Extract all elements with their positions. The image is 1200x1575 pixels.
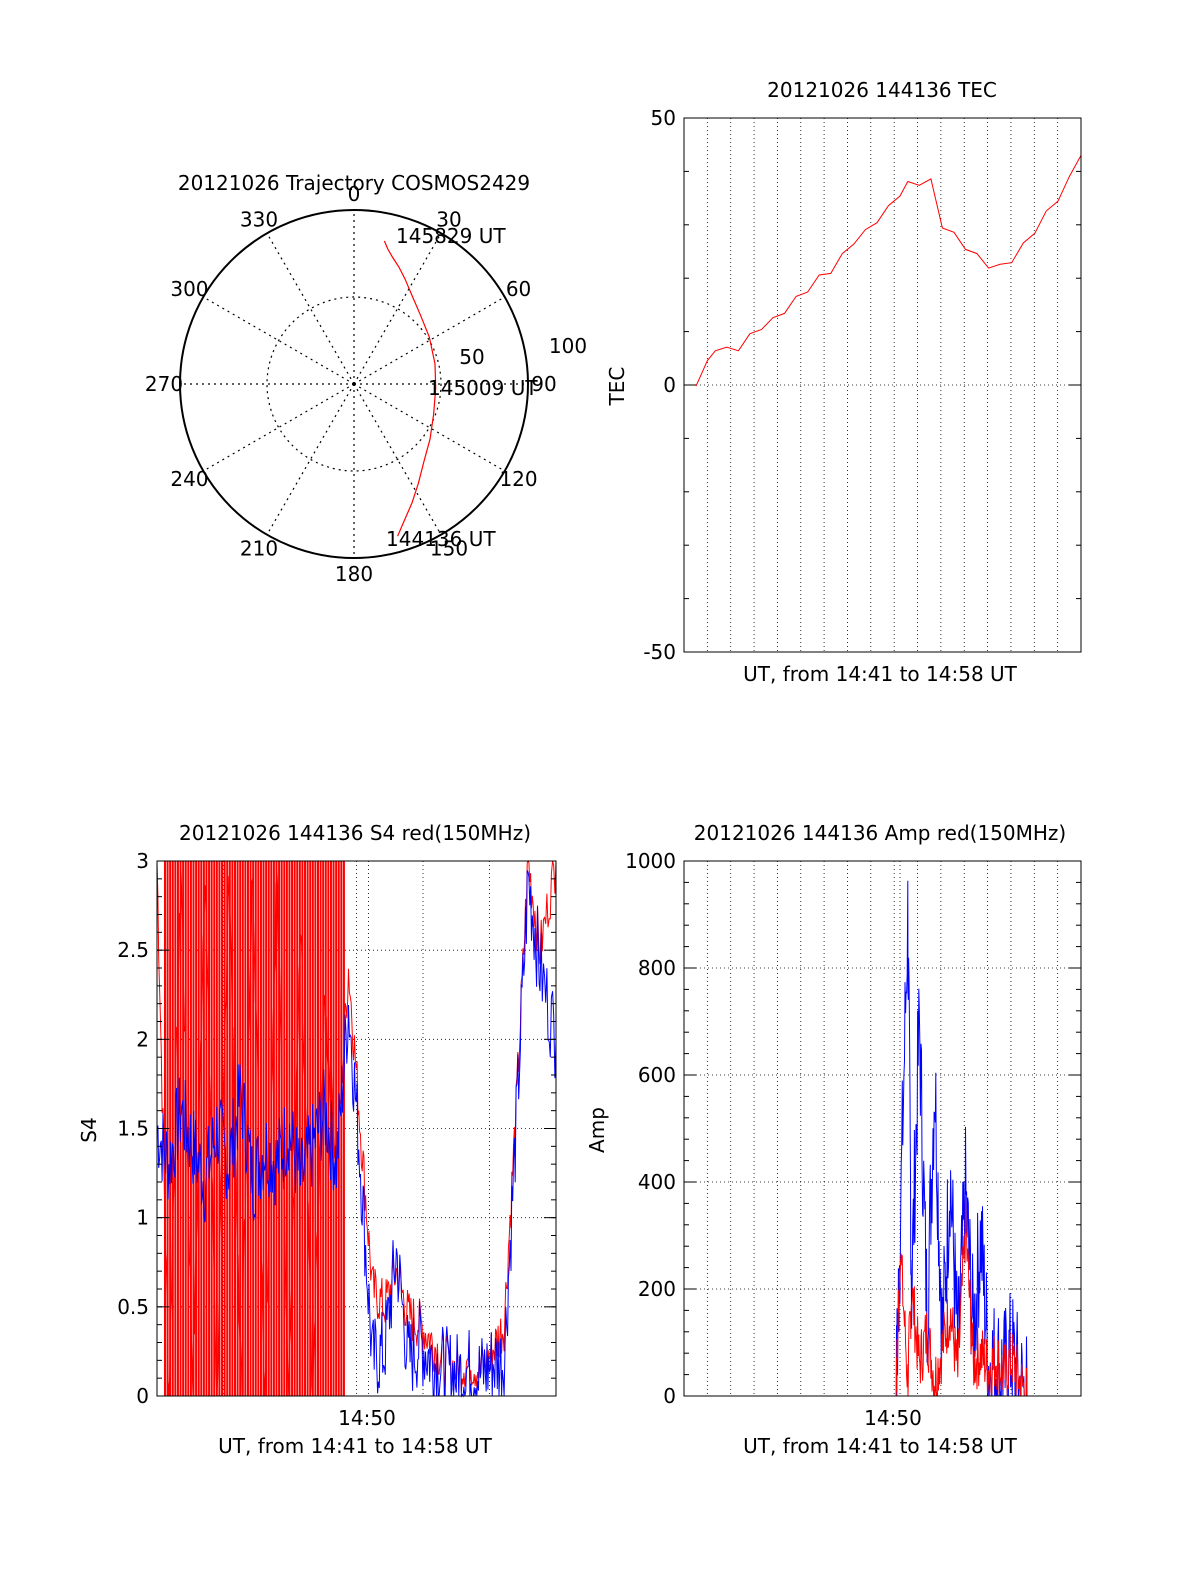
polar-inner-circle	[266, 296, 442, 472]
polar-point-label-start: 144136 UT	[386, 527, 496, 551]
s4-plot-frame	[156, 860, 557, 1397]
polar-azimuth-label-120: 120	[499, 467, 537, 491]
polar-azimuth-label-210: 210	[240, 537, 278, 561]
tec-title: 20121026 144136 TEC	[767, 78, 997, 102]
s4-xtick-label: 14:50	[338, 1406, 396, 1430]
s4-grid	[157, 861, 556, 1396]
s4-ytick-label-0.5: 0.5	[117, 1295, 149, 1319]
s4-blue-line	[156, 870, 557, 1398]
polar-spoke-120	[353, 383, 505, 472]
polar-azimuth-labels: 0 30 60 90 120 150 180 210 240 270 300 330	[145, 182, 557, 586]
polar-spoke-300	[203, 296, 355, 385]
amp-grid	[684, 861, 1081, 1396]
polar-azimuth-label-180: 180	[335, 562, 373, 586]
polar-grid	[179, 209, 529, 559]
amp-ytick-label-800: 800	[638, 956, 676, 980]
polar-point-label-mid: 145009 UT	[428, 376, 538, 400]
polar-spoke-60	[353, 296, 505, 385]
polar-trajectory-line	[383, 240, 437, 537]
s4-ytick-label-1.5: 1.5	[117, 1117, 149, 1141]
s4-ytick-label-2: 2	[136, 1027, 149, 1051]
amp-ytick-label-200: 200	[638, 1277, 676, 1301]
polar-spoke-30	[353, 233, 442, 385]
polar-azimuth-label-270: 270	[145, 372, 183, 396]
polar-spoke-150	[353, 383, 442, 535]
amp-panel: 20121026 144136 Amp red(150MHz) 0 200 400 6…	[585, 821, 1082, 1458]
polar-azimuth-label-60: 60	[506, 277, 531, 301]
polar-radius-label-50: 50	[459, 345, 484, 369]
tec-plot-frame	[683, 117, 1082, 653]
s4-title: 20121026 144136 S4 red(150MHz)	[179, 821, 531, 845]
polar-azimuth-label-30: 30	[436, 207, 461, 231]
s4-ytick-label-1: 1	[136, 1206, 149, 1230]
amp-ytick-label-600: 600	[638, 1063, 676, 1087]
s4-ytick-label-3: 3	[136, 849, 149, 873]
polar-azimuth-label-240: 240	[170, 467, 208, 491]
tec-series-line	[695, 155, 1082, 387]
s4-series	[156, 859, 557, 1398]
amp-ytick-label-400: 400	[638, 1170, 676, 1194]
s4-ytick-label-0: 0	[136, 1384, 149, 1408]
amp-ytick-label-0: 0	[663, 1384, 676, 1408]
amp-series	[696, 880, 1081, 1397]
polar-spoke-330	[266, 233, 355, 385]
polar-outer-circle	[179, 209, 529, 559]
amp-xlabel: UT, from 14:41 to 14:58 UT	[743, 1434, 1018, 1458]
tec-ytick-label--50: -50	[643, 640, 676, 664]
amp-ylabel: Amp	[585, 1107, 609, 1153]
s4-ytick-label-2.5: 2.5	[117, 938, 149, 962]
amp-plot-frame	[683, 860, 1082, 1397]
tec-ytick-label-0: 0	[663, 373, 676, 397]
tec-panel: 20121026 144136 TEC -50 0 50 TEC UT, from …	[605, 78, 1082, 686]
amp-xtick-label: 14:50	[864, 1406, 922, 1430]
tec-ytick-label-50: 50	[651, 106, 676, 130]
tec-ylabel: TEC	[605, 367, 629, 407]
amp-ytick-label-1000: 1000	[625, 849, 676, 873]
polar-title: 20121026 Trajectory COSMOS2429	[178, 171, 530, 195]
s4-xlabel: UT, from 14:41 to 14:58 UT	[218, 1434, 493, 1458]
tec-ticks: -50 0 50	[643, 106, 1081, 664]
s4-panel: 20121026 144136 S4 red(150MHz) 0 0.5 1 1.5 2…	[77, 821, 557, 1458]
polar-azimuth-label-0: 0	[348, 182, 361, 206]
s4-ylabel: S4	[77, 1117, 101, 1142]
polar-spoke-210	[266, 383, 355, 535]
polar-radius-label-100: 100	[549, 334, 587, 358]
polar-azimuth-label-300: 300	[170, 277, 208, 301]
polar-azimuth-label-90: 90	[531, 372, 556, 396]
s4-ticks: 0 0.5 1 1.5 2 2.5 3	[117, 849, 556, 1408]
amp-ticks: 0 200 400 600 800 1000	[625, 849, 1081, 1408]
polar-azimuth-label-150: 150	[430, 537, 468, 561]
tec-grid	[684, 118, 1081, 652]
polar-panel: 20121026 Trajectory COSMOS2429 0 30 60 90 12…	[145, 171, 587, 586]
tec-xlabel: UT, from 14:41 to 14:58 UT	[743, 662, 1018, 686]
polar-spoke-240	[203, 383, 355, 472]
amp-title: 20121026 144136 Amp red(150MHz)	[694, 821, 1066, 845]
amp-red-line	[696, 1194, 1081, 1397]
polar-point-label-end: 145829 UT	[396, 224, 506, 248]
polar-azimuth-label-330: 330	[240, 207, 278, 231]
